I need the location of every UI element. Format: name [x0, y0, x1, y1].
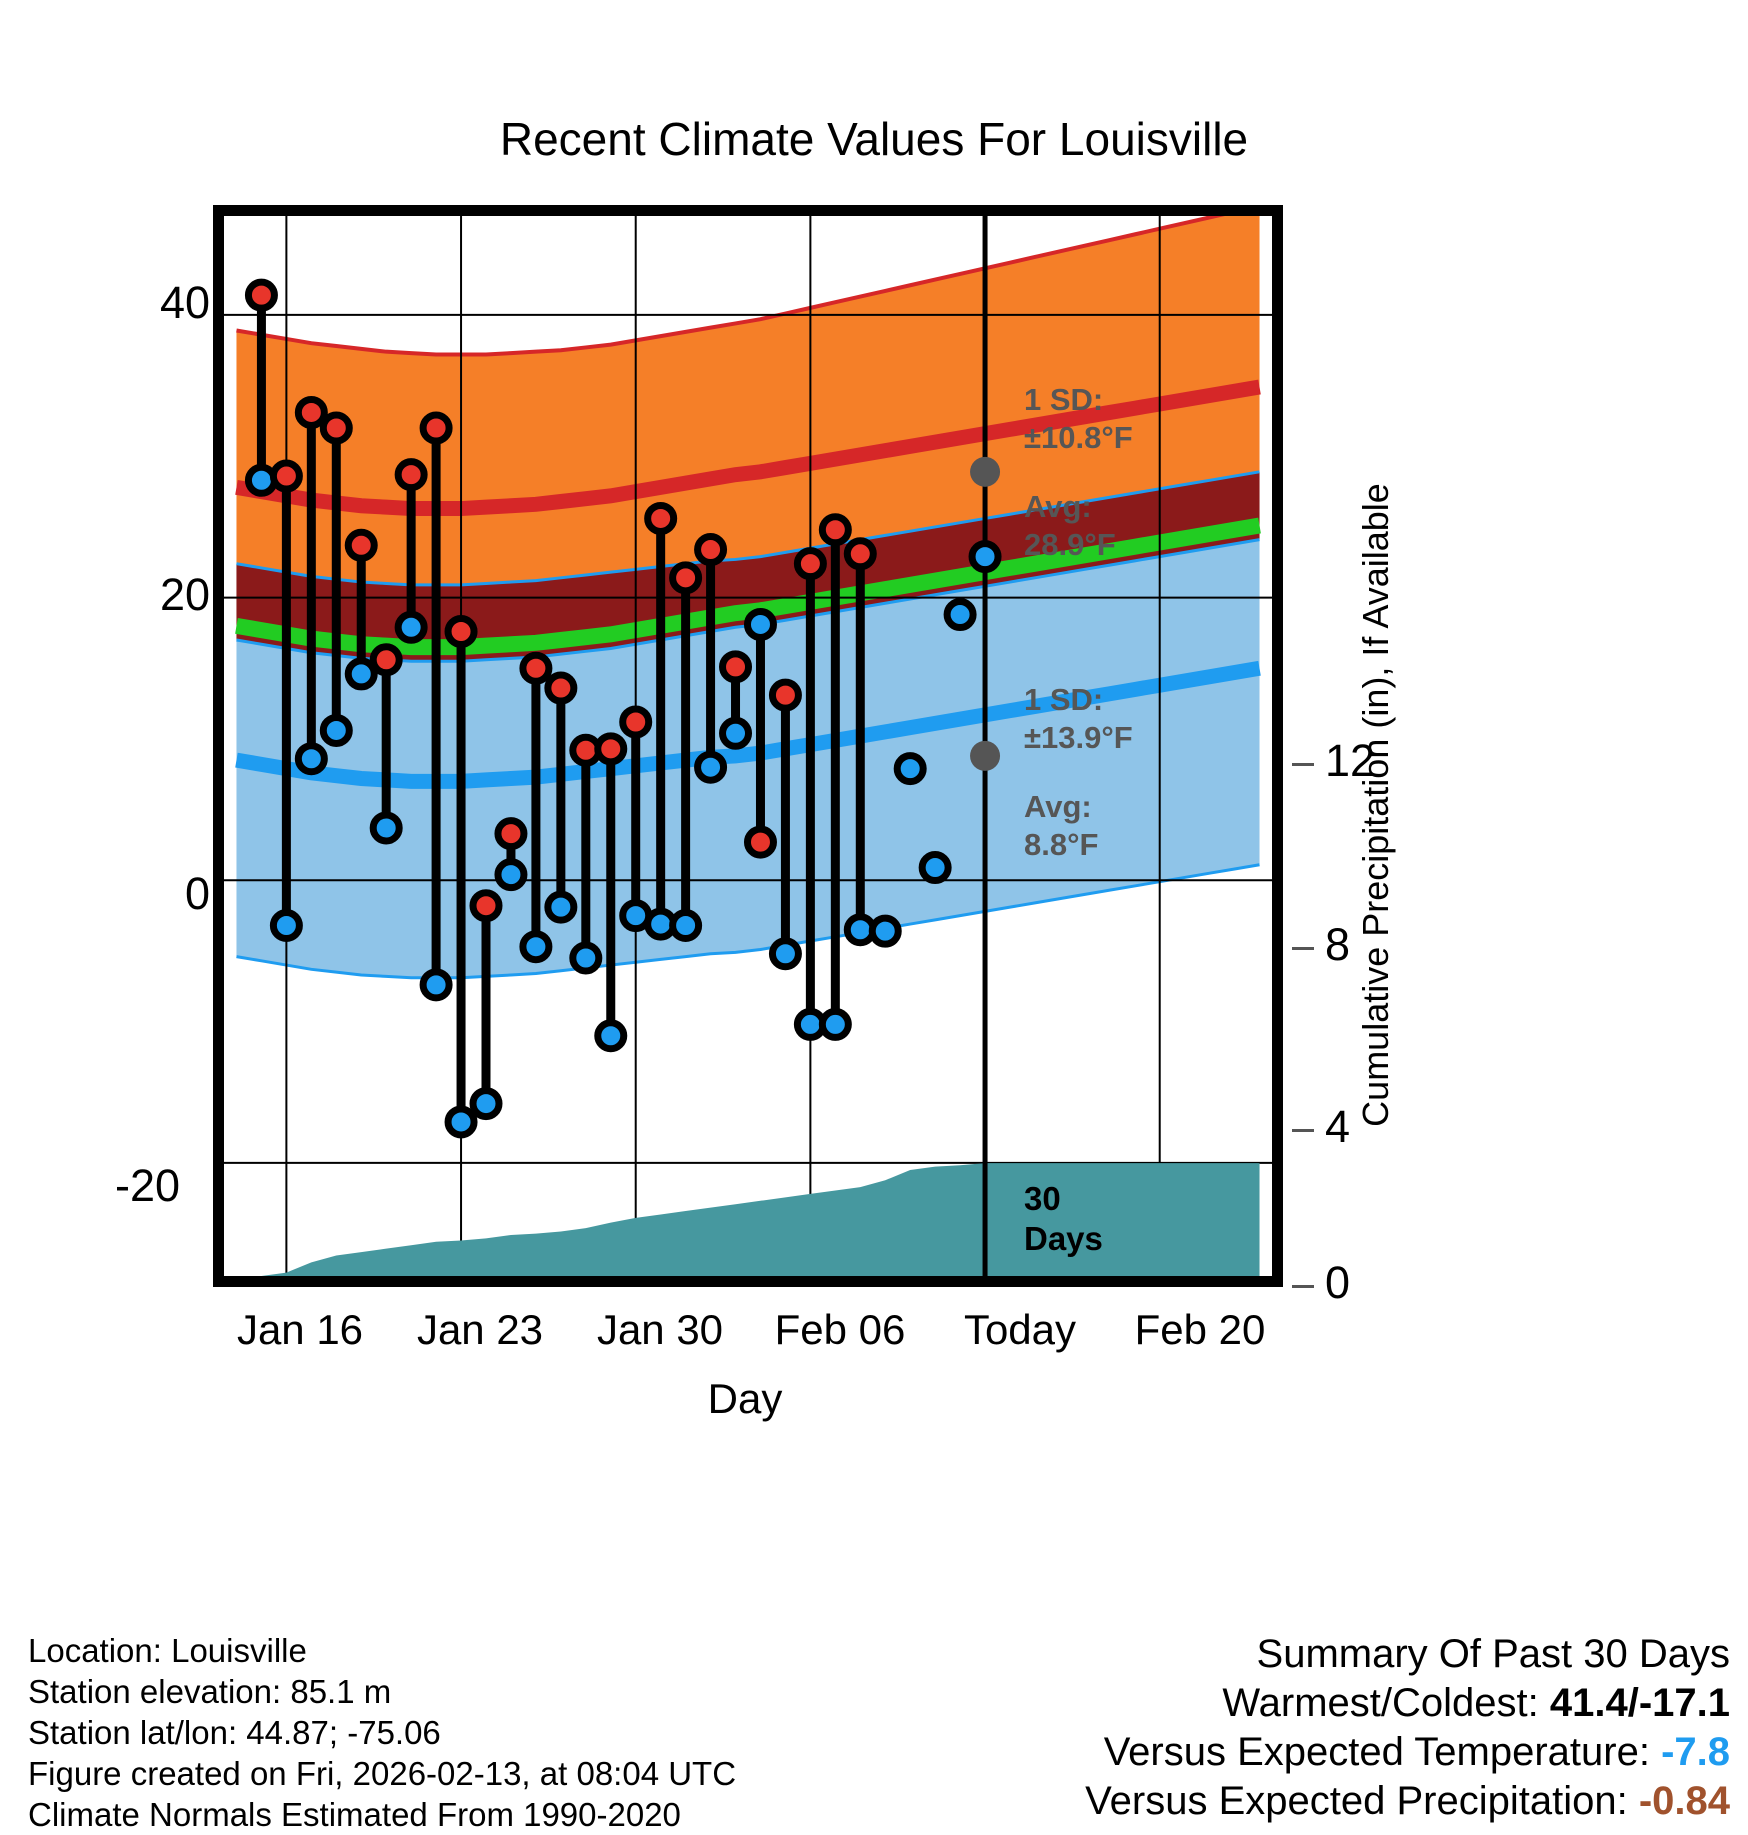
summary-vs-precip-label: Versus Expected Precipitation: — [1085, 1779, 1628, 1823]
y-tick-mark-right-1 — [1292, 947, 1314, 950]
page-title: Recent Climate Values For Louisville — [499, 113, 1249, 165]
y-tick-left-1: 20 — [159, 569, 210, 620]
x-tick-3: Feb 06 — [774, 1306, 906, 1353]
plot-area[interactable]: 1 SD: ±10.8°F Avg: 28.9°F 1 SD: ±13.9°F … — [213, 205, 1283, 1287]
summary-warmest-coldest-label: Warmest/Coldest: — [1222, 1681, 1539, 1725]
climate-plot — [224, 216, 1272, 1276]
x-tick-1: Jan 23 — [416, 1306, 544, 1353]
summary-heading: Summary Of Past 30 Days — [1256, 1632, 1730, 1676]
summary-vs-precip-value: -0.84 — [1638, 1779, 1730, 1823]
y-tick-left-3: -20 — [114, 1160, 180, 1211]
high-avg-annotation: Avg: 28.9°F — [1024, 489, 1116, 562]
info-elevation: Station elevation: 85.1 m — [28, 1673, 392, 1710]
info-created: Figure created on Fri, 2026-02-13, at 08… — [28, 1755, 737, 1792]
y-tick-left-0: 40 — [159, 277, 210, 328]
y-tick-mark-right-0 — [1292, 763, 1314, 766]
y-axis-label-right: Cumulative Precipitation (in), If Availa… — [1355, 483, 1396, 1127]
y-tick-mark-right-3 — [1292, 1285, 1314, 1288]
low-avg-annotation: Avg: 8.8°F — [1024, 789, 1099, 862]
low-sd-annotation: 1 SD: ±13.9°F — [1024, 682, 1133, 755]
summary-vs-temp-label: Versus Expected Temperature: — [1103, 1730, 1650, 1774]
station-info-block: Location: Louisville Station elevation: … — [28, 1630, 736, 1835]
x-tick-5: Feb 20 — [1134, 1306, 1266, 1353]
y-tick-left-2: 0 — [184, 868, 210, 919]
y-tick-right-0: 12 — [1325, 735, 1376, 786]
summary-vs-precip-row: Versus Expected Precipitation: -0.84 — [1085, 1777, 1730, 1826]
high-sd-annotation: 1 SD: ±10.8°F — [1024, 382, 1133, 455]
x-axis-label: Day — [707, 1375, 783, 1422]
y-tick-right-3: 0 — [1325, 1257, 1351, 1308]
info-location: Location: Louisville — [28, 1632, 307, 1669]
y-tick-right-1: 8 — [1325, 919, 1351, 970]
y-tick-right-2: 4 — [1325, 1101, 1351, 1152]
y-tick-mark-right-2 — [1292, 1129, 1314, 1132]
info-latlon: Station lat/lon: 44.87; -75.06 — [28, 1714, 441, 1751]
summary-warmest-coldest-value: 41.4/-17.1 — [1549, 1681, 1730, 1725]
x-tick-2: Jan 30 — [596, 1306, 724, 1353]
x-tick-4: Today — [963, 1306, 1077, 1353]
x-tick-0: Jan 16 — [236, 1306, 364, 1353]
summary-block: Summary Of Past 30 Days Warmest/Coldest:… — [1085, 1630, 1730, 1826]
summary-vs-temp-value: -7.8 — [1661, 1730, 1730, 1774]
summary-warmest-coldest-row: Warmest/Coldest: 41.4/-17.1 — [1085, 1679, 1730, 1728]
summary-vs-temp-row: Versus Expected Temperature: -7.8 — [1085, 1728, 1730, 1777]
precip-days-annotation: 30 Days — [1024, 1180, 1103, 1257]
info-normals: Climate Normals Estimated From 1990-2020 — [28, 1796, 681, 1833]
